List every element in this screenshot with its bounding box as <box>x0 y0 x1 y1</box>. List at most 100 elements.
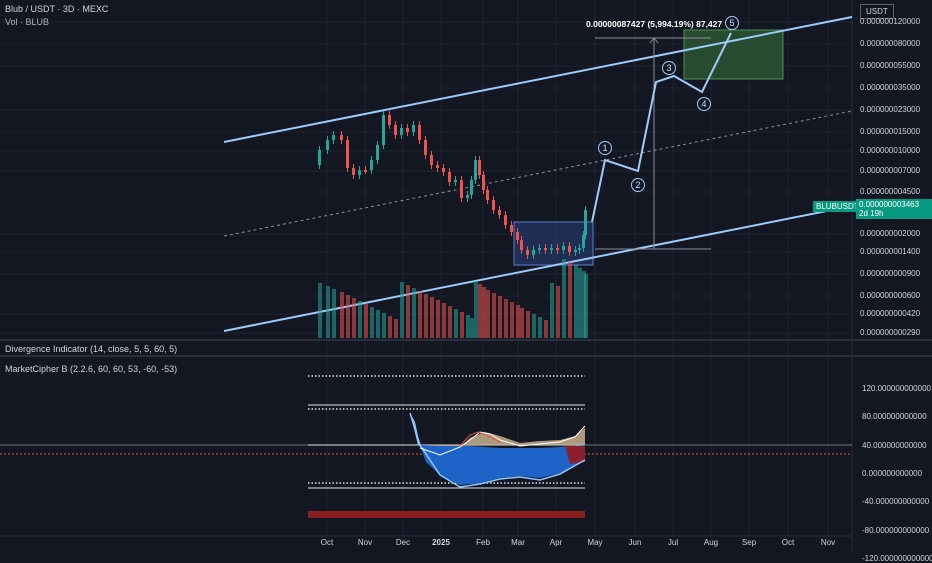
channel-upper-line[interactable] <box>223 16 853 143</box>
price-tick: 0.000000000420 <box>860 309 921 318</box>
osc-tick: -120.000000000000 <box>862 554 932 563</box>
volume-bar <box>568 262 572 338</box>
candle-body <box>430 155 433 165</box>
time-tick: Mar <box>511 538 525 547</box>
elliott-wave-projection[interactable] <box>591 32 732 223</box>
candle-body <box>504 215 507 225</box>
wave-label-1[interactable]: 1 <box>598 141 612 155</box>
osc-tick: -80.000000000000 <box>862 526 930 535</box>
price-tick: 0.000000000600 <box>860 291 921 300</box>
wave-label-5[interactable]: 5 <box>725 16 739 30</box>
candle-body <box>478 160 481 175</box>
marketcipher-label[interactable]: MarketCipher B (2.2.6, 60, 60, 53, -60, … <box>5 364 178 374</box>
price-tick: 0.000000000900 <box>860 269 921 278</box>
divergence-indicator-label[interactable]: Divergence Indicator (14, close, 5, 5, 6… <box>5 344 178 354</box>
candle-body <box>346 140 349 168</box>
candle-body <box>544 248 547 250</box>
time-tick: Aug <box>703 538 719 547</box>
time-tick: Sep <box>741 538 757 547</box>
current-price-value: 0.000000003463 <box>859 200 920 209</box>
candle-body <box>486 190 489 200</box>
volume-bar <box>574 265 578 338</box>
candle-body <box>318 150 321 165</box>
volume-bar <box>424 294 428 338</box>
price-tick: 0.000000055000 <box>860 61 921 70</box>
candle-body <box>568 246 571 252</box>
volume-bar <box>460 312 464 338</box>
time-tick: Nov <box>820 538 836 547</box>
candle-body <box>574 250 577 252</box>
price-tick: 0.000000023000 <box>860 105 921 114</box>
candle-body <box>482 175 485 190</box>
candle-body <box>516 232 519 240</box>
marketcipher-oscillator <box>0 375 852 518</box>
candle-body <box>556 248 559 250</box>
price-tick: 0.000000002000 <box>860 229 921 238</box>
candle-body <box>400 128 403 135</box>
candle-body <box>454 180 457 182</box>
price-tick: 0.000000010000 <box>860 146 921 155</box>
candle-body <box>340 135 343 140</box>
volume-bar <box>352 298 356 338</box>
target-zone-box[interactable] <box>683 29 784 80</box>
volume-bar <box>470 318 474 338</box>
ticker-tag: BLUBUSDT <box>813 201 862 212</box>
candle-body <box>474 160 477 180</box>
volume-bar <box>474 281 478 338</box>
price-tick: 0.000000007000 <box>860 166 921 175</box>
volume-bar <box>550 283 554 338</box>
candle-body <box>406 128 409 132</box>
wave-label-4[interactable]: 4 <box>697 97 711 111</box>
volume-bar <box>364 304 368 338</box>
volume-bar <box>492 293 496 338</box>
osc-tick: -40.000000000000 <box>862 497 930 506</box>
volume-bar <box>430 297 434 338</box>
volume-bar <box>482 287 486 338</box>
volume-bar <box>332 289 336 338</box>
volume-bar <box>318 283 322 338</box>
candle-body <box>492 200 495 210</box>
candle-body <box>424 140 427 155</box>
price-tick: 0.000000004500 <box>860 187 921 196</box>
time-tick: Apr <box>549 538 563 547</box>
candlesticks <box>318 111 587 259</box>
consolidation-box[interactable] <box>513 221 594 266</box>
chart-canvas[interactable] <box>0 0 932 550</box>
volume-bar <box>498 296 502 338</box>
volume-bar <box>406 285 410 338</box>
candle-body <box>326 140 329 150</box>
volume-bar <box>466 315 470 338</box>
volume-bar <box>584 274 588 338</box>
volume-bar <box>376 310 380 338</box>
volume-bar <box>562 259 566 338</box>
candle-body <box>388 115 391 125</box>
volume-bars <box>318 259 588 338</box>
volume-bar <box>578 268 582 338</box>
measure-tool[interactable] <box>595 37 711 250</box>
measure-label[interactable]: 0.00000087427 (5,994.19%) 87,427 <box>586 19 723 29</box>
candle-body <box>538 248 541 250</box>
volume-bar <box>436 300 440 338</box>
volume-bar <box>418 291 422 338</box>
time-tick: Nov <box>357 538 373 547</box>
volume-bar <box>346 295 350 338</box>
candle-body <box>584 210 587 235</box>
symbol-title[interactable]: Blub / USDT · 3D · MEXC <box>5 4 109 14</box>
currency-selector[interactable]: USDT <box>860 4 894 19</box>
candle-body <box>470 180 473 195</box>
volume-bar <box>448 306 452 338</box>
channel-midline[interactable] <box>223 110 853 237</box>
candle-body <box>370 160 373 170</box>
candle-body <box>352 168 355 175</box>
volume-bar <box>400 282 404 338</box>
candle-body <box>550 248 553 250</box>
price-tick: 0.000000120000 <box>860 17 921 26</box>
wave-label-2[interactable]: 2 <box>631 178 645 192</box>
volume-bar <box>486 290 490 338</box>
volume-bar <box>538 317 542 338</box>
price-tick: 0.000000001400 <box>860 247 921 256</box>
volume-bar <box>516 305 520 338</box>
osc-tick: 40.000000000000 <box>862 441 927 450</box>
volume-label: Vol · BLUB <box>5 17 50 27</box>
wave-label-3[interactable]: 3 <box>662 61 676 75</box>
